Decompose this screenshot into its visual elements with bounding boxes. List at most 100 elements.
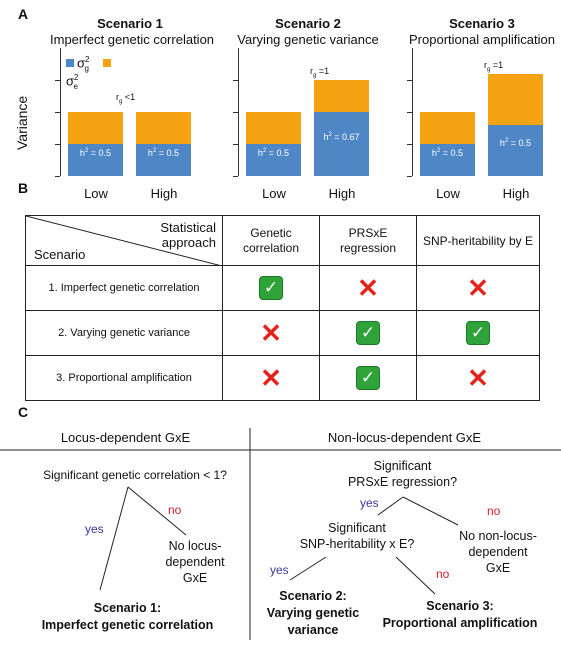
legend-env-swatch [102, 59, 111, 68]
no-non-locus-outcome: No non-locus- dependent GxE [459, 529, 537, 575]
cross-icon: ✕ [260, 318, 282, 348]
scenario-2-y-axis [238, 48, 239, 176]
x-tick-label-high: High [502, 186, 530, 201]
question-snp-heritability: Significant SNP-heritability x E? [299, 521, 415, 551]
question-genetic-correlation: Significant genetic correlation < 1? [43, 468, 227, 482]
result-cell: ✕ [416, 355, 540, 401]
cross-icon: ✕ [467, 363, 489, 393]
panel-a-label: A [18, 6, 29, 22]
heritability-label: h2 = 0.5 [147, 148, 180, 158]
heritability-label: h2 = 0.5 [257, 148, 290, 158]
col-header-prsxe: PRSxE regression [319, 215, 417, 266]
legend-genetic-symbol: σ [77, 55, 86, 71]
bar-genetic-high: h2 = 0.5 [136, 144, 191, 176]
check-icon: ✓ [356, 321, 380, 345]
scenario-3-title: Scenario 3 [449, 16, 515, 31]
x-tick-label-low: Low [84, 186, 108, 201]
heritability-label: h2 = 0.5 [431, 148, 464, 158]
heritability-label: h2 = 0.5 [79, 148, 112, 158]
no-locus-dependent-outcome: No locus- dependent GxE [165, 539, 225, 585]
y-tick [55, 112, 60, 113]
table-row: 3. Proportional amplification ✕ ✓ ✕ [25, 355, 540, 401]
no-label-prsxe: no [487, 504, 501, 518]
y-tick [407, 176, 412, 177]
panel-c-label: C [18, 404, 29, 420]
scenario-3-y-axis [412, 48, 413, 176]
approach-table: Statistical approach Scenario Genetic co… [25, 215, 540, 401]
question-prsxe: Significant PRSxE regression? [347, 459, 458, 489]
cross-icon: ✕ [467, 273, 489, 303]
legend-env-symbol: σ [66, 73, 75, 89]
corner-label-bottom: Scenario [34, 247, 86, 262]
non-locus-dependent-header: Non-locus-dependent GxE [327, 430, 482, 445]
locus-dependent-header: Locus-dependent GxE [60, 430, 191, 445]
row-label: 1. Imperfect genetic correlation [25, 265, 223, 311]
outcome-scenario-2: Scenario 2: Varying genetic variance [266, 589, 360, 637]
table-corner-cell: Statistical approach Scenario [25, 215, 223, 266]
no-label-snp: no [436, 567, 450, 581]
corner-label-mid: approach [161, 235, 216, 250]
col-header-snp-heritability: SNP-heritability by E [416, 215, 540, 266]
panel-b-label: B [18, 180, 29, 196]
scenario-3-subtitle: Proportional amplification [409, 32, 555, 47]
outcome-scenario-3: Scenario 3: Proportional amplification [382, 599, 538, 630]
rg-annotation: rg <1 [116, 92, 136, 105]
cross-icon: ✕ [260, 363, 282, 393]
heritability-label: h2 = 0.67 [323, 132, 360, 142]
y-tick [407, 112, 412, 113]
table-row: 2. Varying genetic variance ✕ ✓ ✓ [25, 310, 540, 356]
y-tick [233, 176, 238, 177]
bar-genetic-low: h2 = 0.5 [68, 144, 123, 176]
scenario-1-subtitle: Imperfect genetic correlation [50, 32, 215, 47]
scenario-2-subtitle: Varying genetic variance [237, 32, 379, 47]
scenario-1-y-axis [60, 48, 61, 176]
bar-genetic-low: h2 = 0.5 [246, 144, 301, 176]
legend-genetic-swatch [66, 59, 74, 68]
rg-annotation: rg =1 [310, 66, 330, 79]
bar-environment-low [68, 112, 123, 144]
result-cell: ✕ [416, 265, 540, 311]
row-label: 3. Proportional amplification [25, 355, 223, 401]
no-label-left: no [168, 503, 182, 517]
yes-label-snp: yes [270, 563, 289, 577]
x-tick-label-low: Low [436, 186, 460, 201]
yes-label-prsxe: yes [360, 496, 379, 510]
y-tick [55, 176, 60, 177]
heritability-label: h2 = 0.5 [499, 138, 532, 149]
y-tick [55, 144, 60, 145]
cross-icon: ✕ [357, 273, 379, 303]
check-icon: ✓ [466, 321, 490, 345]
bar-environment-high [314, 80, 369, 112]
result-cell: ✓ [416, 310, 540, 356]
x-tick-label-high: High [150, 186, 178, 201]
result-cell: ✓ [319, 355, 417, 401]
bar-environment-low [420, 112, 475, 144]
bar-environment-high [488, 73, 543, 125]
bar-environment-low [246, 112, 301, 144]
check-icon: ✓ [259, 276, 283, 300]
check-icon: ✓ [356, 366, 380, 390]
scenario-1-title: Scenario 1 [97, 16, 163, 31]
table-row: 1. Imperfect genetic correlation ✓ ✕ ✕ [25, 265, 540, 311]
y-tick [407, 80, 412, 81]
result-cell: ✕ [319, 265, 417, 311]
rg-annotation: rg =1 [484, 59, 504, 73]
legend: σ2g σ2e [66, 55, 126, 91]
y-tick [407, 144, 412, 145]
y-tick [233, 144, 238, 145]
scenario-2-title: Scenario 2 [275, 16, 341, 31]
x-tick-label-high: High [328, 186, 356, 201]
result-cell: ✕ [222, 310, 320, 356]
outcome-scenario-1: Scenario 1: Imperfect genetic correlatio… [41, 601, 214, 632]
bar-genetic-low: h2 = 0.5 [420, 144, 475, 176]
x-tick-label-low: Low [262, 186, 286, 201]
corner-label-top: Statistical [160, 220, 216, 235]
corner-diagonal [26, 216, 222, 266]
y-tick [233, 80, 238, 81]
bar-genetic-high: h2 = 0.5 [488, 124, 543, 176]
y-tick [233, 112, 238, 113]
y-tick [55, 80, 60, 81]
bar-genetic-high: h2 = 0.67 [314, 112, 369, 176]
result-cell: ✓ [222, 265, 320, 311]
